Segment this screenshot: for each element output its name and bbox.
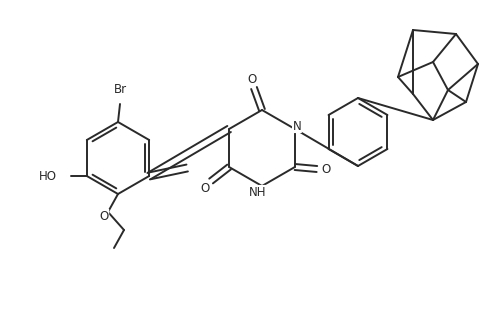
Text: Br: Br — [114, 83, 126, 96]
Text: O: O — [321, 163, 331, 175]
Text: N: N — [292, 119, 301, 132]
Text: O: O — [201, 181, 210, 195]
Text: NH: NH — [249, 186, 267, 198]
Text: O: O — [248, 73, 256, 85]
Text: HO: HO — [39, 170, 57, 182]
Text: O: O — [100, 210, 109, 222]
